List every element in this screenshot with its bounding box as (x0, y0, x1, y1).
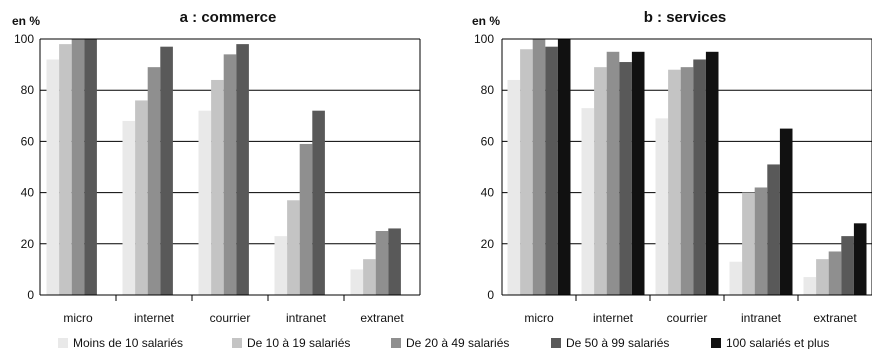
bar (236, 44, 249, 296)
bar (147, 67, 161, 295)
legend-label: Moins de 10 salariés (73, 336, 183, 349)
bar (198, 110, 212, 296)
bar (557, 39, 571, 295)
bar (705, 51, 719, 295)
y-tick-label: 0 (27, 288, 34, 302)
y-tick-label: 80 (481, 83, 495, 97)
bar (223, 54, 237, 295)
legend-label: De 10 à 19 salariés (247, 336, 350, 349)
bar (545, 46, 558, 296)
bar (388, 228, 401, 295)
bar (71, 39, 85, 295)
bar (59, 44, 72, 296)
bar (375, 231, 389, 295)
chart-services: b : services en % 0 20 40 60 80 100 micro inte… (472, 9, 872, 325)
bar (803, 277, 817, 295)
x-category-label: extranet (360, 311, 404, 325)
bar (742, 192, 755, 295)
y-tick-label: 40 (21, 186, 35, 200)
bar (853, 223, 867, 295)
chart-title: b : services (644, 9, 727, 26)
legend-label: 100 salariés et plus (726, 336, 829, 349)
chart-title: a : commerce (180, 9, 277, 26)
bar (122, 120, 136, 295)
bar (274, 236, 288, 295)
legend-swatch (711, 338, 721, 348)
bar (520, 49, 533, 295)
x-category-label: courrier (210, 311, 251, 325)
bar (668, 69, 681, 295)
bar (619, 62, 632, 295)
y-tick-label: 100 (474, 32, 494, 46)
x-category-label: internet (593, 311, 634, 325)
legend-swatch (58, 338, 68, 348)
y-tick-label: 80 (21, 83, 35, 97)
bar (729, 261, 743, 295)
y-tick-label: 100 (14, 32, 34, 46)
bar (693, 59, 706, 296)
bar (312, 110, 325, 296)
bar (532, 39, 546, 295)
legend-label: De 20 à 49 salariés (406, 336, 509, 349)
bar (816, 259, 829, 295)
legend-swatch (391, 338, 401, 348)
bar (363, 259, 376, 295)
y-tick-label: 60 (21, 134, 35, 148)
y-tick-label: 40 (481, 186, 495, 200)
bar (767, 164, 780, 295)
bar (581, 108, 595, 296)
bar (754, 187, 768, 295)
bar (631, 51, 645, 295)
x-category-label: intranet (286, 311, 327, 325)
bar (606, 51, 620, 295)
bar (841, 236, 854, 295)
y-tick-label: 0 (487, 288, 494, 302)
bar (299, 143, 313, 295)
bar (84, 39, 97, 295)
bar (287, 200, 300, 295)
x-category-label: internet (134, 311, 175, 325)
legend: Moins de 10 salariés De 10 à 19 salariés D… (58, 336, 829, 349)
legend-swatch (232, 338, 242, 348)
bar (46, 59, 60, 296)
bar (211, 79, 224, 296)
bar (779, 128, 793, 295)
x-category-label: extranet (813, 311, 857, 325)
bar (655, 118, 669, 295)
chart-commerce: a : commerce en % 0 20 40 60 80 100 micro inte… (12, 9, 421, 325)
y-axis-unit: en % (472, 14, 500, 28)
bar (160, 46, 173, 296)
y-axis-unit: en % (12, 14, 40, 28)
bar (828, 251, 842, 295)
y-tick-label: 20 (21, 237, 35, 251)
bar (350, 269, 364, 295)
bar (135, 100, 148, 295)
legend-swatch (551, 338, 561, 348)
bar (594, 67, 607, 295)
legend-label: De 50 à 99 salariés (566, 336, 669, 349)
x-category-label: micro (63, 311, 93, 325)
bar (680, 67, 694, 295)
x-category-label: courrier (667, 311, 708, 325)
x-category-label: intranet (741, 311, 782, 325)
y-tick-label: 60 (481, 134, 495, 148)
y-tick-label: 20 (481, 237, 495, 251)
x-category-label: micro (524, 311, 554, 325)
bar (507, 79, 521, 296)
